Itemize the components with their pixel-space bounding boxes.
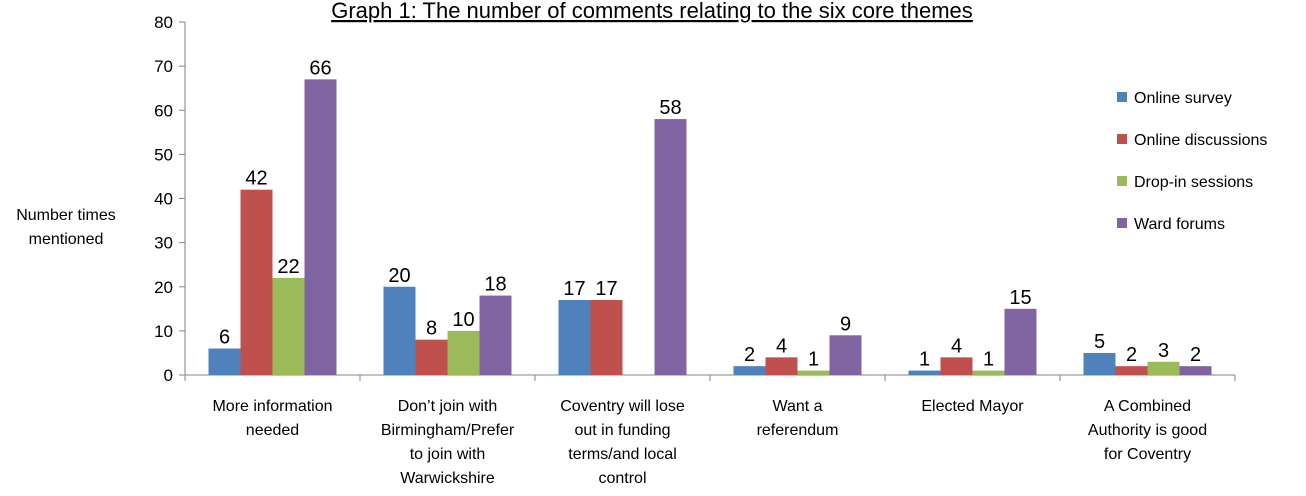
bar (940, 357, 973, 375)
bar (272, 277, 305, 375)
x-tick-label: to join with (410, 446, 486, 463)
bar (1004, 308, 1037, 375)
bar (558, 299, 591, 375)
bar (590, 299, 623, 375)
data-label: 6 (219, 327, 230, 349)
bar (1147, 361, 1180, 375)
data-label: 18 (484, 274, 506, 296)
legend-swatch (1117, 218, 1127, 228)
x-tick-label: A Combined (1104, 398, 1191, 415)
legend-label: Drop-in sessions (1134, 174, 1253, 191)
y-tick-label: 50 (154, 145, 173, 164)
data-label: 20 (388, 265, 410, 287)
x-tick-label: Don’t join with (398, 398, 498, 415)
bar (908, 370, 941, 375)
bar (304, 79, 337, 376)
x-tick-label: out in funding (574, 422, 670, 439)
x-tick-label: terms/and local (568, 446, 677, 463)
bar (240, 189, 273, 375)
data-label: 22 (277, 256, 299, 278)
data-label: 4 (776, 335, 787, 357)
x-tick-label: for Coventry (1104, 446, 1191, 463)
data-label: 66 (309, 57, 331, 79)
legend-swatch (1117, 176, 1127, 186)
y-tick-label: 20 (154, 278, 173, 297)
bar (1179, 366, 1212, 375)
bar (1115, 366, 1148, 375)
bar (733, 366, 766, 375)
bar (383, 286, 416, 375)
x-tick-label: Coventry will lose (560, 398, 685, 415)
bar (797, 370, 830, 375)
legend-label: Online discussions (1134, 132, 1267, 149)
x-tick-label: needed (246, 422, 299, 439)
data-label: 17 (563, 278, 585, 300)
y-tick-label: 0 (164, 366, 173, 385)
bar (415, 339, 448, 375)
chart-title: Graph 1: The number of comments relating… (331, 0, 973, 23)
bar (654, 119, 687, 375)
data-label: 1 (919, 349, 930, 371)
x-tick-label: Authority is good (1088, 422, 1207, 439)
data-label: 15 (1009, 287, 1031, 309)
data-label: 2 (1190, 344, 1201, 366)
legend-label: Online survey (1134, 90, 1232, 107)
data-label: 42 (245, 168, 267, 190)
y-axis-label: Number times (16, 207, 116, 224)
data-label: 2 (1126, 344, 1137, 366)
x-tick-label: Elected Mayor (921, 398, 1024, 415)
data-label: 2 (744, 344, 755, 366)
x-tick-label: More information (212, 398, 332, 415)
bar (765, 357, 798, 375)
data-label: 58 (659, 97, 681, 119)
x-tick-label: Birmingham/Prefer (381, 422, 515, 439)
y-tick-label: 60 (154, 101, 173, 120)
legend-swatch (1117, 92, 1127, 102)
data-label: 9 (840, 313, 851, 335)
y-axis-label: mentioned (29, 231, 104, 248)
bar (479, 295, 512, 375)
x-tick-label: referendum (757, 422, 839, 439)
data-label: 1 (983, 349, 994, 371)
y-tick-label: 10 (154, 322, 173, 341)
y-tick-label: 80 (154, 13, 173, 32)
legend-label: Ward forums (1134, 216, 1225, 233)
y-tick-label: 40 (154, 190, 173, 209)
bar (972, 370, 1005, 375)
data-label: 8 (426, 318, 437, 340)
data-label: 5 (1094, 331, 1105, 353)
data-label: 10 (452, 309, 474, 331)
y-tick-label: 30 (154, 234, 173, 253)
data-label: 1 (808, 349, 819, 371)
y-tick-label: 70 (154, 57, 173, 76)
x-tick-label: Want a (772, 398, 822, 415)
x-tick-label: control (598, 470, 646, 487)
bar (208, 348, 241, 375)
data-label: 3 (1158, 340, 1169, 362)
data-label: 17 (595, 278, 617, 300)
bar (447, 330, 480, 375)
legend-swatch (1117, 134, 1127, 144)
x-tick-label: Warwickshire (400, 470, 495, 487)
data-label: 4 (951, 335, 962, 357)
bar (1083, 352, 1116, 375)
bar (829, 335, 862, 375)
